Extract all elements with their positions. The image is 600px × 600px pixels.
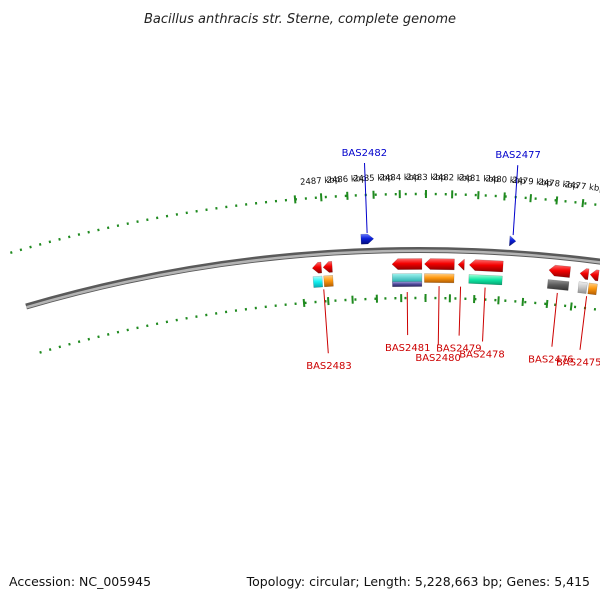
bas2475-label: BAS2475 [556,358,600,369]
ruler-label: 2484 kbp [379,173,419,184]
backbone-highlight [25,249,600,309]
bas2478-leader-line [482,287,486,342]
bas2476-label: BAS2476 [528,355,574,366]
bas2477-leader-line [512,165,519,236]
bas2483-feature-bar [323,275,334,288]
ruler-label: 2483 kbp [406,173,446,183]
ruler-major-tick [326,297,330,306]
bas2480-leader-line [437,286,440,346]
ruler-label: 2482 kbp [432,173,472,184]
bas2477-gene-arrow [509,235,517,247]
bas2478-gene-arrow [468,259,504,273]
bas2477-label: BAS2477 [495,150,541,161]
bas2479-label: BAS2479 [436,344,482,355]
ruler-major-tick [581,199,585,208]
accession-text: Accession: NC_005945 [9,574,151,589]
bas2483-gene-arrow [311,261,323,274]
ruler-major-tick [555,196,559,205]
ruler-label: 2477 kbp [564,180,600,194]
bas2482-label: BAS2482 [342,148,388,159]
bas2476-leader-line [551,292,558,347]
genome-summary-text: Topology: circular; Length: 5,228,663 bp… [246,574,590,589]
bas2479-gene-arrow [457,258,465,271]
bas2480-gene-arrow [424,258,455,271]
bas2478-label: BAS2478 [459,349,505,360]
bas2481-feature-bar [391,273,423,284]
bas2482-gene-arrow [360,233,375,245]
labels-layer: BAS2483BAS2482BAS2481BAS2480BAS2479BAS24… [306,148,600,372]
bas2478-feature-bar [468,274,503,286]
ruler-major-tick [529,194,532,203]
bas2480-label: BAS2480 [415,353,461,364]
ruler-major-tick [319,193,323,202]
bas2475-feature-bar [587,282,598,296]
inner-ruler [39,296,600,354]
backbone-layer [25,247,600,310]
ruler-label: 2480 kbp [485,174,526,186]
bas2481-gene-arrow [391,258,423,270]
ruler-major-tick [293,195,297,204]
bas2481-feature-bar [392,281,423,288]
bas2482-leader-line [364,163,368,234]
bas2483-gene-arrow [322,261,333,273]
bas2475-gene-arrow [579,268,590,281]
ruler-major-tick [302,298,306,308]
ruler-major-tick [521,297,525,306]
ruler-label: 2486 kbp [326,174,367,186]
bas2479-leader-line [458,286,462,336]
ruler-major-tick [569,302,573,311]
bas2475-leader-line [579,296,588,350]
bas2475-feature-bar [577,281,588,294]
features-layer [311,233,600,296]
ruler-major-tick [545,299,549,309]
bas2476-gene-arrow [548,264,571,278]
ruler-label: 2478 kbp [538,178,579,192]
bas2480-feature-bar [424,273,455,284]
bas2481-label: BAS2481 [385,343,431,354]
bas2483-leader-line [323,289,329,354]
ruler-label: 2479 kbp [512,176,553,189]
map-title: Bacillus anthracis str. Sterne, complete… [144,12,456,27]
bas2483-feature-bar [312,275,324,288]
bas2476-feature-bar [546,279,570,291]
ruler-label: 2487 kbp [300,175,341,188]
bas2475-gene-arrow [589,269,600,282]
ruler-label: 2485 kbp [353,173,393,184]
ruler-label: 2481 kbp [459,173,499,185]
bas2483-label: BAS2483 [306,361,352,372]
backbone-shadow [25,247,600,310]
